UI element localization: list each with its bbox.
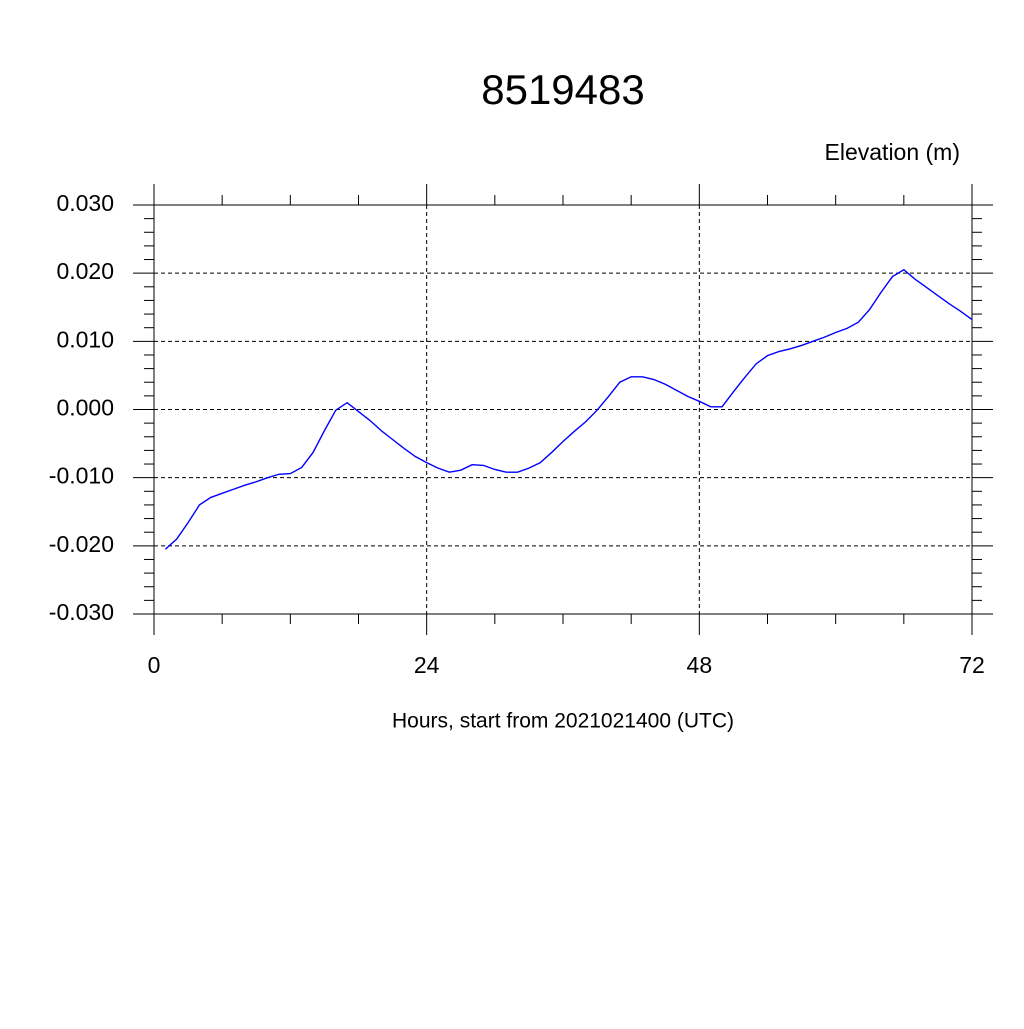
x-tick-label: 72 (959, 652, 985, 678)
y-tick-label: 0.000 (56, 395, 114, 421)
y-tick-label: 0.020 (56, 258, 114, 284)
y-tick-label: -0.010 (49, 463, 114, 489)
x-axis-label: Hours, start from 2021021400 (UTC) (392, 710, 734, 733)
plot-frame (153, 204, 973, 615)
y-tick-label: 0.010 (56, 326, 114, 352)
x-tick-label: 24 (414, 652, 440, 678)
y-tick-label: -0.030 (49, 599, 114, 625)
x-tick-label: 0 (148, 652, 161, 678)
y-tick-label: 0.030 (56, 190, 114, 216)
data-line (164, 268, 973, 550)
y-tick-label: -0.020 (49, 531, 114, 557)
chart-title: 8519483 (481, 66, 645, 113)
y-axis-label: Elevation (m) (825, 139, 960, 165)
x-tick-label: 48 (687, 652, 713, 678)
